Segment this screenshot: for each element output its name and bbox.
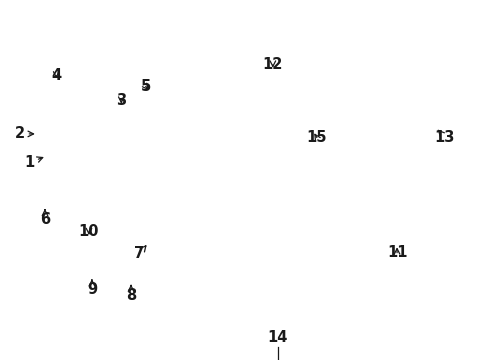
Text: 4: 4 — [51, 68, 61, 83]
Text: 15: 15 — [306, 130, 326, 145]
Text: 8: 8 — [126, 288, 136, 303]
Text: 6: 6 — [40, 212, 50, 227]
Text: 1: 1 — [24, 155, 34, 170]
Text: 3: 3 — [116, 93, 126, 108]
Text: 10: 10 — [79, 224, 99, 239]
Text: 9: 9 — [87, 282, 97, 297]
Text: 5: 5 — [141, 79, 150, 94]
Text: 11: 11 — [386, 245, 407, 260]
Text: 14: 14 — [267, 330, 287, 345]
Text: 2: 2 — [15, 126, 24, 141]
Text: 12: 12 — [262, 57, 283, 72]
Text: 7: 7 — [134, 246, 144, 261]
Text: 13: 13 — [434, 130, 454, 145]
